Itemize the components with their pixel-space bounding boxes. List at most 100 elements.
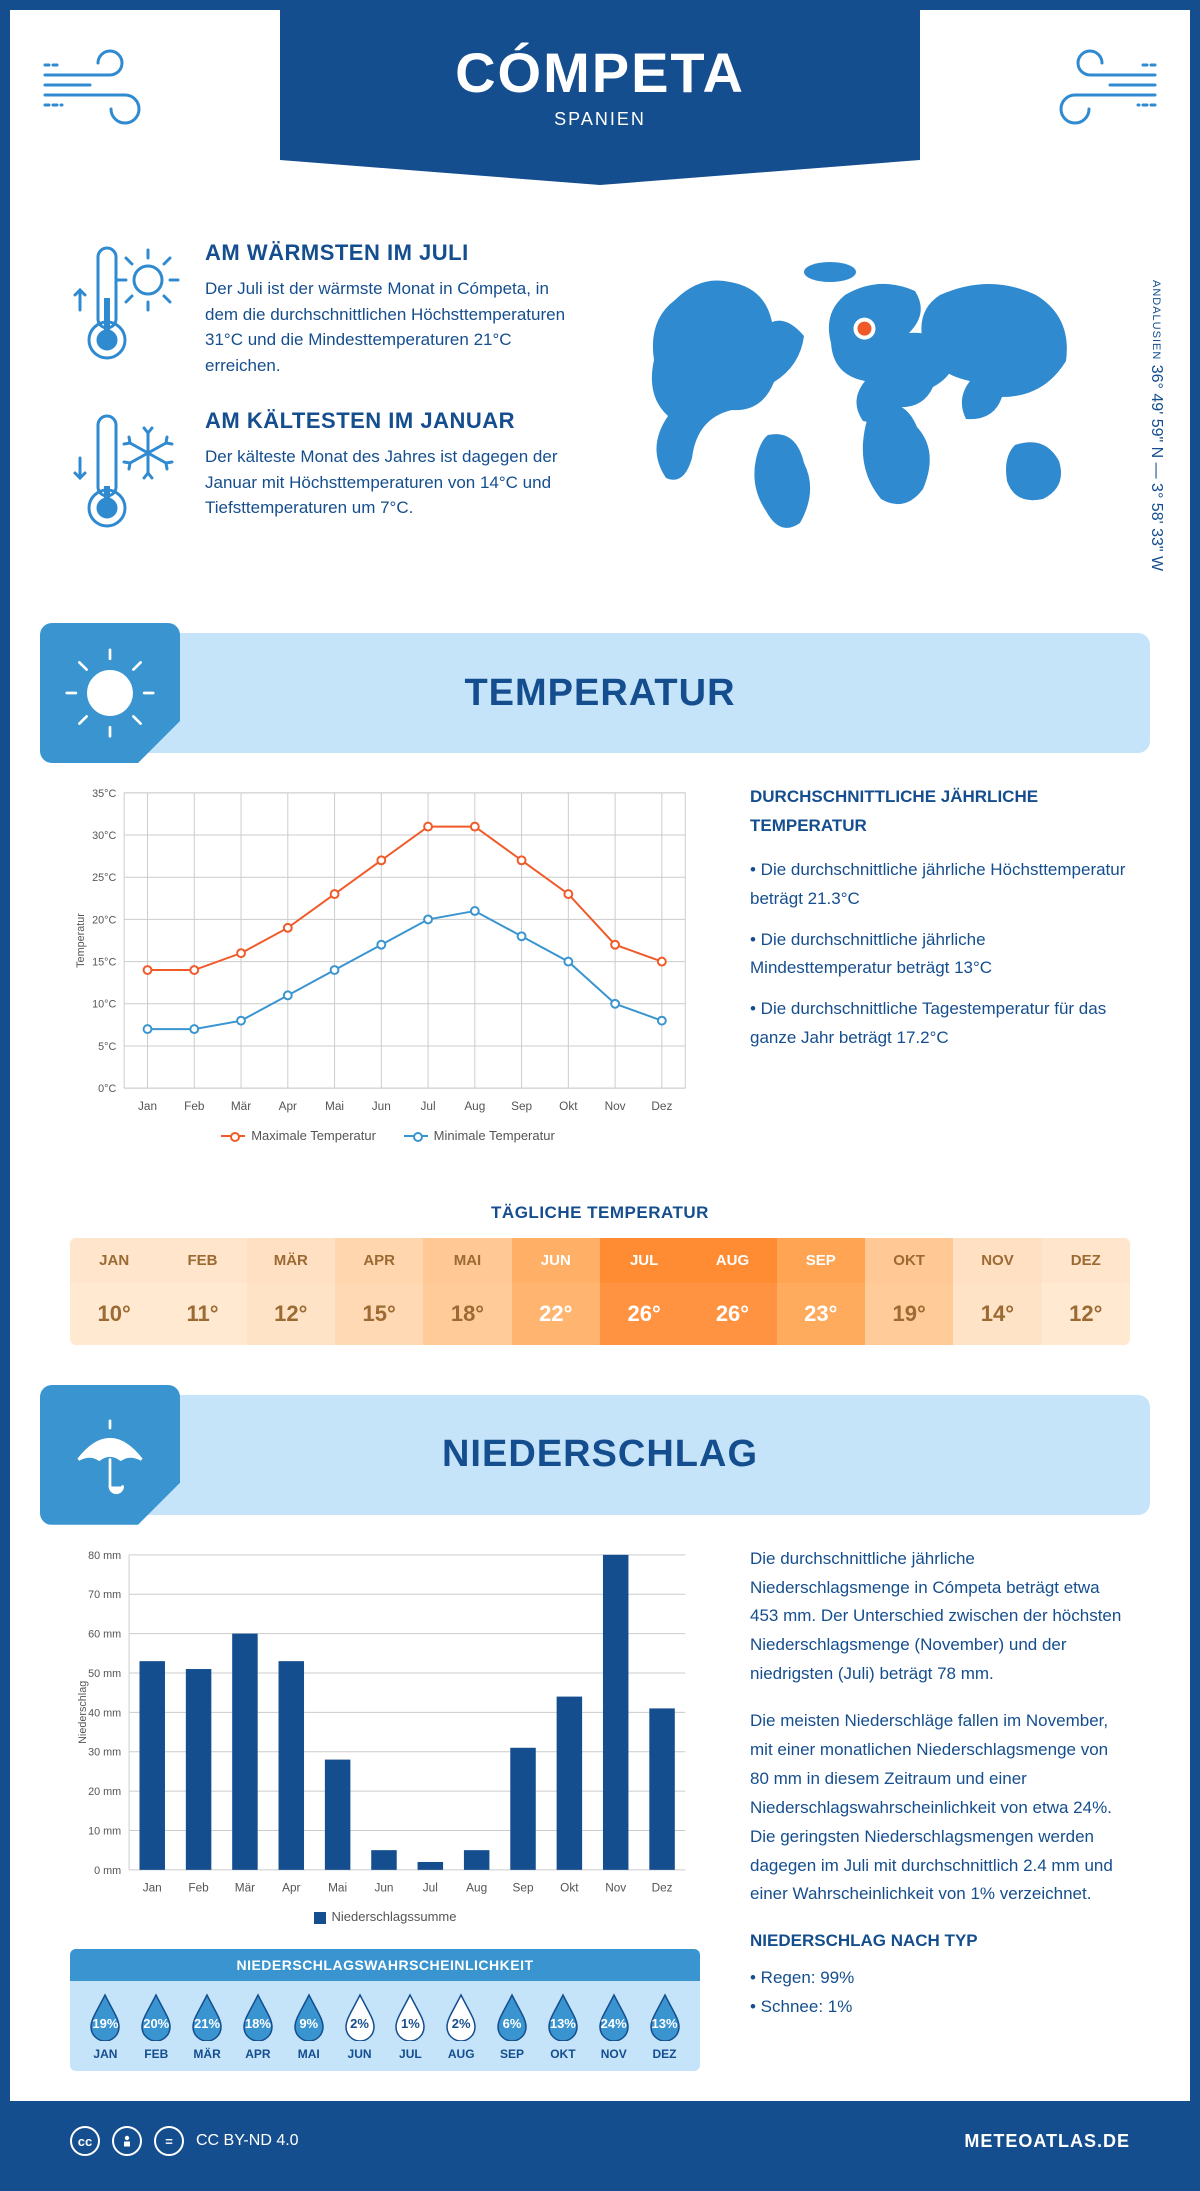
by-icon — [112, 2126, 142, 2156]
world-map-icon — [610, 240, 1130, 540]
raindrop-icon: 13% — [645, 1991, 685, 2041]
thermometer-sun-icon — [70, 240, 180, 378]
svg-text:35°C: 35°C — [92, 788, 116, 800]
svg-text:Aug: Aug — [466, 1880, 487, 1894]
precip-prob-cell: 21%MÄR — [182, 1991, 233, 2061]
precip-prob-cell: 2%JUN — [334, 1991, 385, 2061]
svg-text:80 mm: 80 mm — [88, 1549, 121, 1561]
legend-max: Maximale Temperatur — [251, 1128, 376, 1143]
svg-text:10°C: 10°C — [92, 999, 116, 1011]
svg-text:40 mm: 40 mm — [88, 1707, 121, 1719]
svg-text:Aug: Aug — [464, 1099, 485, 1113]
svg-text:Mär: Mär — [235, 1880, 255, 1894]
warmest-fact: AM WÄRMSTEN IM JULI Der Juli ist der wär… — [70, 240, 570, 378]
daily-temp-cell: OKT19° — [865, 1238, 953, 1345]
svg-text:15°C: 15°C — [92, 957, 116, 969]
svg-text:Sep: Sep — [511, 1099, 532, 1113]
temp-bullet-2: • Die durchschnittliche jährliche Mindes… — [750, 926, 1130, 984]
daily-temp-cell: FEB11° — [158, 1238, 246, 1345]
precip-p1: Die durchschnittliche jährliche Niedersc… — [750, 1545, 1130, 1689]
license-text: CC BY-ND 4.0 — [196, 2132, 299, 2150]
precip-prob-cell: 24%NOV — [588, 1991, 639, 2061]
precip-prob-cell: 13%OKT — [537, 1991, 588, 2061]
coldest-text: Der kälteste Monat des Jahres ist dagege… — [205, 444, 570, 521]
svg-text:Mär: Mär — [231, 1099, 251, 1113]
cc-icon: cc — [70, 2126, 100, 2156]
location-marker-icon — [853, 318, 875, 340]
svg-text:Niederschlag: Niederschlag — [77, 1680, 89, 1743]
wind-icon — [1040, 40, 1160, 140]
svg-text:Mai: Mai — [325, 1099, 344, 1113]
precip-p2: Die meisten Niederschläge fallen im Nove… — [750, 1707, 1130, 1909]
temperature-chart-column: 0°C5°C10°C15°C20°C25°C30°C35°CJanFebMärA… — [70, 783, 700, 1143]
daily-temp-cell: JUL26° — [600, 1238, 688, 1345]
svg-text:20 mm: 20 mm — [88, 1786, 121, 1798]
country-name: SPANIEN — [280, 109, 920, 130]
temperature-heading: TEMPERATUR — [464, 672, 735, 715]
precip-left-column: 0 mm10 mm20 mm30 mm40 mm50 mm60 mm70 mm8… — [70, 1545, 700, 2071]
precip-body: 0 mm10 mm20 mm30 mm40 mm50 mm60 mm70 mm8… — [10, 1545, 1190, 2101]
daily-temp-cell: APR15° — [335, 1238, 423, 1345]
raindrop-icon: 6% — [492, 1991, 532, 2041]
svg-text:5°C: 5°C — [98, 1041, 116, 1053]
svg-text:Dez: Dez — [652, 1880, 673, 1894]
umbrella-icon — [40, 1385, 180, 1525]
raindrop-icon: 9% — [289, 1991, 329, 2041]
precip-bar-chart: 0 mm10 mm20 mm30 mm40 mm50 mm60 mm70 mm8… — [70, 1545, 700, 1899]
daily-temp-cell: DEZ12° — [1042, 1238, 1130, 1345]
temperature-line-chart: 0°C5°C10°C15°C20°C25°C30°C35°CJanFebMärA… — [70, 783, 700, 1118]
svg-text:70 mm: 70 mm — [88, 1589, 121, 1601]
precip-section-header: NIEDERSCHLAG — [50, 1395, 1150, 1515]
raindrop-icon: 2% — [340, 1991, 380, 2041]
svg-text:Nov: Nov — [605, 1099, 626, 1113]
temp-bullet-3: • Die durchschnittliche Tagestemperatur … — [750, 995, 1130, 1053]
nd-icon: = — [154, 2126, 184, 2156]
svg-text:Apr: Apr — [279, 1099, 297, 1113]
world-map-block: ANDALUSIEN 36° 49' 59" N — 3° 58' 33" W — [610, 240, 1130, 573]
city-name: CÓMPETA — [280, 40, 920, 105]
daily-temp-cell: SEP23° — [777, 1238, 865, 1345]
precip-type-2: • Schnee: 1% — [750, 1993, 1130, 2022]
svg-text:30°C: 30°C — [92, 830, 116, 842]
svg-text:0°C: 0°C — [98, 1083, 116, 1095]
svg-text:Jun: Jun — [374, 1880, 393, 1894]
precip-prob-cell: 18%APR — [232, 1991, 283, 2061]
coldest-title: AM KÄLTESTEN IM JANUAR — [205, 408, 570, 434]
intro-facts: AM WÄRMSTEN IM JULI Der Juli ist der wär… — [70, 240, 570, 573]
temperature-text: DURCHSCHNITTLICHE JÄHRLICHE TEMPERATUR •… — [750, 783, 1130, 1143]
raindrop-icon: 18% — [238, 1991, 278, 2041]
precip-prob-cell: 9%MAI — [283, 1991, 334, 2061]
precip-prob-cell: 1%JUL — [385, 1991, 436, 2061]
license-block: cc = CC BY-ND 4.0 — [70, 2126, 299, 2156]
title-ribbon: CÓMPETA SPANIEN — [280, 10, 920, 160]
daily-temp-title: TÄGLICHE TEMPERATUR — [10, 1203, 1190, 1223]
svg-text:50 mm: 50 mm — [88, 1668, 121, 1680]
coordinates: ANDALUSIEN 36° 49' 59" N — 3° 58' 33" W — [1147, 280, 1165, 571]
daily-temp-cell: JUN22° — [512, 1238, 600, 1345]
raindrop-icon: 20% — [136, 1991, 176, 2041]
svg-text:10 mm: 10 mm — [88, 1825, 121, 1837]
svg-text:Jun: Jun — [372, 1099, 391, 1113]
raindrop-icon: 21% — [187, 1991, 227, 2041]
temp-text-heading: DURCHSCHNITTLICHE JÄHRLICHE TEMPERATUR — [750, 783, 1130, 841]
coords-value: 36° 49' 59" N — 3° 58' 33" W — [1148, 365, 1165, 571]
intro-section: AM WÄRMSTEN IM JULI Der Juli ist der wär… — [10, 210, 1190, 613]
raindrop-icon: 19% — [85, 1991, 125, 2041]
svg-text:30 mm: 30 mm — [88, 1746, 121, 1758]
raindrop-icon: 13% — [543, 1991, 583, 2041]
svg-text:Okt: Okt — [560, 1880, 579, 1894]
wind-icon — [40, 40, 160, 140]
legend-min: Minimale Temperatur — [434, 1128, 555, 1143]
svg-text:25°C: 25°C — [92, 872, 116, 884]
svg-text:Apr: Apr — [282, 1880, 300, 1894]
svg-text:Sep: Sep — [513, 1880, 534, 1894]
raindrop-icon: 24% — [594, 1991, 634, 2041]
precip-legend-label: Niederschlagssumme — [332, 1909, 457, 1924]
raindrop-icon: 1% — [390, 1991, 430, 2041]
daily-temp-cell: JAN10° — [70, 1238, 158, 1345]
svg-text:Feb: Feb — [188, 1880, 209, 1894]
svg-text:0 mm: 0 mm — [94, 1864, 121, 1876]
site-credit: METEOATLAS.DE — [964, 2131, 1130, 2152]
svg-text:Jan: Jan — [138, 1099, 157, 1113]
svg-text:Temperatur: Temperatur — [75, 913, 87, 968]
